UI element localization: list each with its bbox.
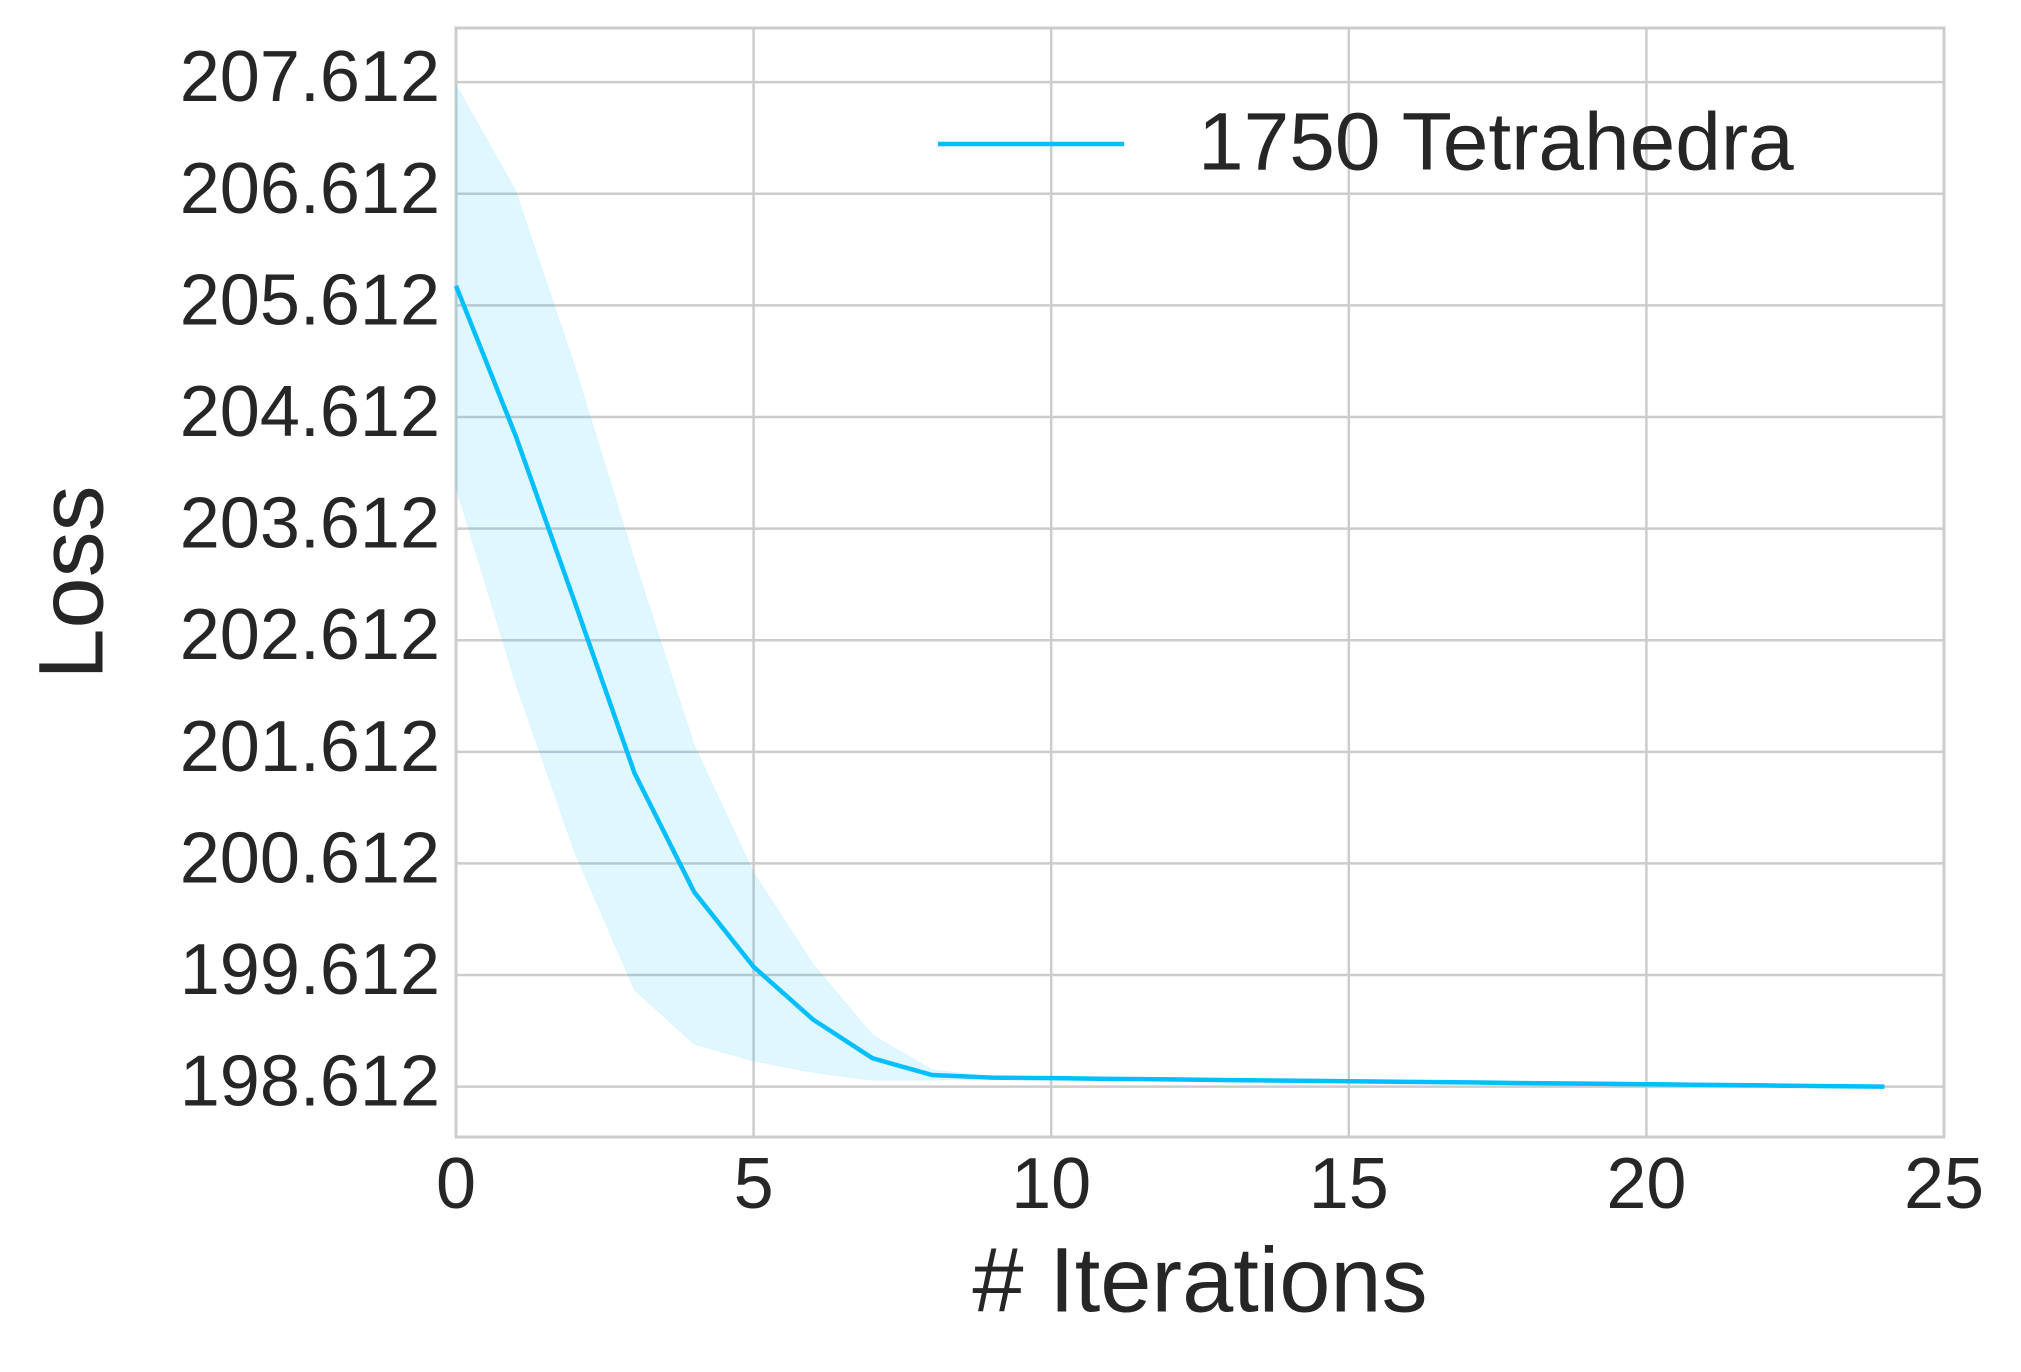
plot-frame bbox=[454, 26, 1946, 1139]
x-tick-label: 5 bbox=[734, 1144, 774, 1224]
confidence-band bbox=[455, 82, 1885, 1089]
y-tick-label: 205.612 bbox=[180, 260, 440, 340]
x-tick-label: 15 bbox=[1309, 1144, 1389, 1224]
y-tick-label: 203.612 bbox=[180, 484, 440, 564]
y-tick-label: 207.612 bbox=[180, 37, 440, 117]
y-tick-label: 198.612 bbox=[180, 1042, 440, 1122]
x-tick-label: 25 bbox=[1904, 1144, 1984, 1224]
x-tick-label: 10 bbox=[1011, 1144, 1091, 1224]
y-tick-label: 200.612 bbox=[180, 818, 440, 898]
y-tick-label: 206.612 bbox=[180, 149, 440, 229]
x-tick-label: 0 bbox=[436, 1144, 476, 1224]
y-axis-label: Loss bbox=[20, 485, 122, 679]
y-tick-label: 202.612 bbox=[180, 595, 440, 675]
legend-label: 1750 Tetrahedra bbox=[1198, 97, 1794, 188]
series-line bbox=[453, 284, 1885, 1089]
x-tick-label: 20 bbox=[1606, 1144, 1686, 1224]
y-tick-label: 201.612 bbox=[180, 707, 440, 787]
y-tick-label: 204.612 bbox=[180, 372, 440, 452]
x-axis-label: # Iterations bbox=[972, 1229, 1427, 1331]
y-tick-label: 199.612 bbox=[180, 930, 440, 1010]
